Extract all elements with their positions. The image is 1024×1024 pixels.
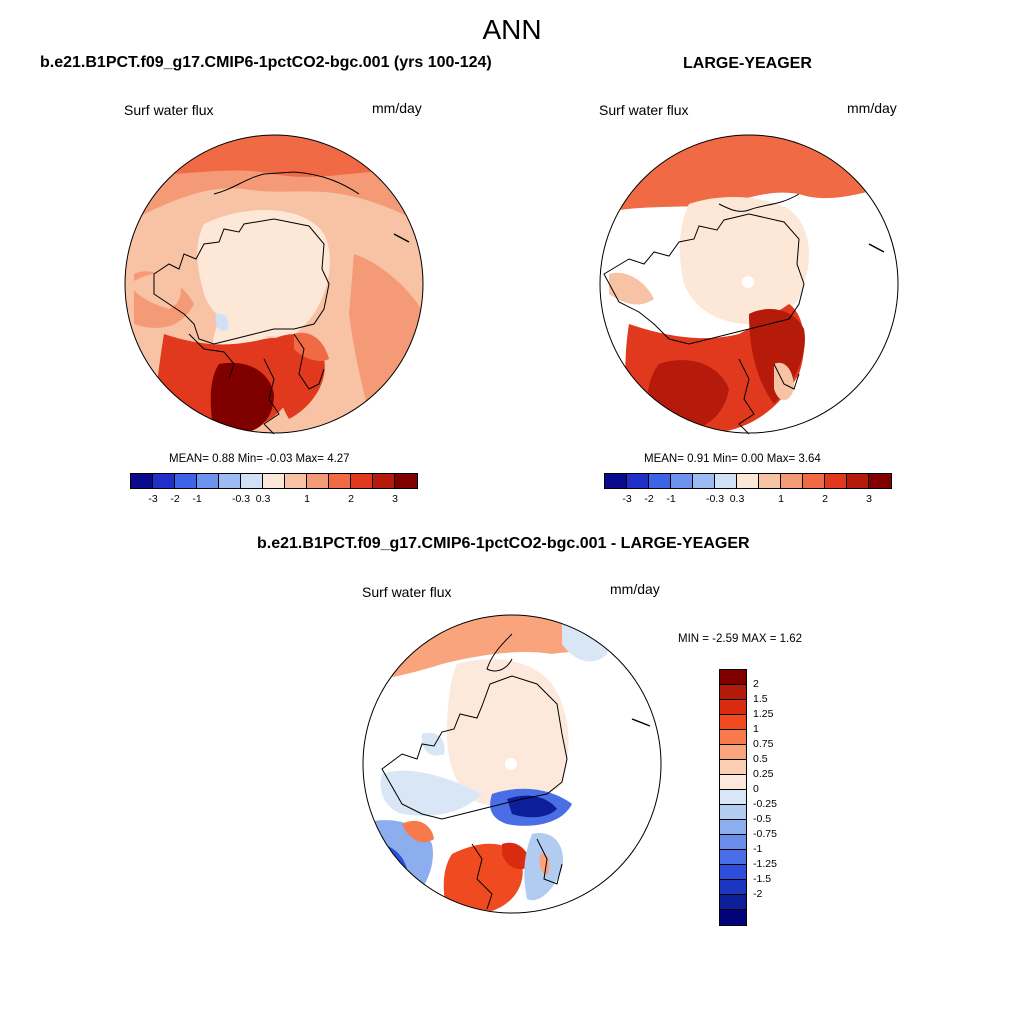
left-stats: MEAN= 0.88 Min= -0.03 Max= 4.27 [169, 453, 350, 465]
colorbar-tick-label: -0.25 [753, 798, 777, 810]
colorbar-swatch [869, 474, 891, 488]
colorbar-swatch [351, 474, 373, 488]
diff-colorbar [719, 669, 747, 926]
colorbar-swatch [759, 474, 781, 488]
diff-var-label: Surf water flux [362, 584, 452, 600]
colorbar-tick-label: -1 [192, 493, 202, 505]
colorbar-tick-label: -2 [644, 493, 654, 505]
colorbar-swatch [720, 910, 746, 925]
colorbar-swatch [720, 895, 746, 910]
right-polar-map [599, 134, 899, 435]
colorbar-tick-label: 1.5 [753, 693, 768, 705]
colorbar-swatch [720, 850, 746, 865]
colorbar-tick-label: -0.5 [753, 813, 772, 825]
diff-polar-map [362, 614, 662, 914]
colorbar-swatch [720, 760, 746, 775]
right-case-title: LARGE-YEAGER [683, 55, 812, 72]
colorbar-tick-label: -3 [622, 493, 632, 505]
left-colorbar [130, 473, 418, 489]
colorbar-swatch [720, 880, 746, 895]
colorbar-swatch [285, 474, 307, 488]
colorbar-swatch [720, 730, 746, 745]
colorbar-swatch [720, 700, 746, 715]
diff-stats: MIN = -2.59 MAX = 1.62 [678, 633, 803, 645]
colorbar-tick-label: 0.5 [753, 753, 768, 765]
colorbar-swatch [803, 474, 825, 488]
right-units: mm/day [847, 100, 897, 116]
colorbar-tick-label: 1 [778, 493, 784, 505]
colorbar-swatch [715, 474, 737, 488]
colorbar-swatch [153, 474, 175, 488]
colorbar-tick-label: -0.3 [705, 493, 725, 505]
colorbar-tick-label: -1.5 [753, 873, 772, 885]
colorbar-tick-label: 0.3 [729, 493, 745, 505]
colorbar-swatch [131, 474, 153, 488]
page-title: ANN [482, 14, 542, 45]
colorbar-swatch [627, 474, 649, 488]
colorbar-tick-label: 2 [348, 493, 354, 505]
colorbar-tick-label: 3 [392, 493, 398, 505]
colorbar-tick-label: -1 [666, 493, 676, 505]
colorbar-swatch [605, 474, 627, 488]
colorbar-tick-label: 2 [753, 678, 759, 690]
colorbar-tick-label: 0.3 [255, 493, 271, 505]
colorbar-swatch [781, 474, 803, 488]
colorbar-tick-label: -0.3 [231, 493, 251, 505]
colorbar-tick-label: 1 [753, 723, 759, 735]
colorbar-swatch [825, 474, 847, 488]
colorbar-swatch [307, 474, 329, 488]
colorbar-swatch [737, 474, 759, 488]
colorbar-swatch [847, 474, 869, 488]
diff-case-title: b.e21.B1PCT.f09_g17.CMIP6-1pctCO2-bgc.00… [257, 535, 750, 552]
colorbar-swatch [720, 670, 746, 685]
colorbar-swatch [649, 474, 671, 488]
colorbar-swatch [329, 474, 351, 488]
colorbar-tick-label: -2 [170, 493, 180, 505]
diff-units: mm/day [610, 581, 660, 597]
colorbar-swatch [720, 745, 746, 760]
right-stats: MEAN= 0.91 Min= 0.00 Max= 3.64 [644, 453, 821, 465]
colorbar-swatch [693, 474, 715, 488]
colorbar-tick-label: 0.25 [753, 768, 774, 780]
colorbar-swatch [263, 474, 285, 488]
colorbar-swatch [720, 835, 746, 850]
colorbar-tick-label: -2 [753, 888, 763, 900]
colorbar-swatch [720, 775, 746, 790]
colorbar-swatch [720, 820, 746, 835]
colorbar-swatch [720, 715, 746, 730]
left-var-label: Surf water flux [124, 102, 214, 118]
colorbar-tick-label: -3 [148, 493, 158, 505]
colorbar-tick-label: 3 [866, 493, 872, 505]
colorbar-swatch [219, 474, 241, 488]
colorbar-tick-label: 0 [753, 783, 759, 795]
colorbar-swatch [395, 474, 417, 488]
colorbar-tick-label: -1.25 [753, 858, 777, 870]
colorbar-swatch [671, 474, 693, 488]
left-case-title: b.e21.B1PCT.f09_g17.CMIP6-1pctCO2-bgc.00… [40, 54, 492, 71]
colorbar-swatch [175, 474, 197, 488]
colorbar-swatch [720, 805, 746, 820]
colorbar-swatch [197, 474, 219, 488]
left-units: mm/day [372, 100, 422, 116]
colorbar-swatch [373, 474, 395, 488]
right-colorbar [604, 473, 892, 489]
colorbar-tick-label: -0.75 [753, 828, 777, 840]
colorbar-tick-label: 1 [304, 493, 310, 505]
colorbar-swatch [720, 685, 746, 700]
left-polar-map [124, 134, 424, 435]
colorbar-tick-label: 0.75 [753, 738, 774, 750]
right-var-label: Surf water flux [599, 102, 689, 118]
colorbar-tick-label: 2 [822, 493, 828, 505]
colorbar-swatch [720, 790, 746, 805]
colorbar-tick-label: -1 [753, 843, 763, 855]
colorbar-swatch [241, 474, 263, 488]
colorbar-tick-label: 1.25 [753, 708, 774, 720]
colorbar-swatch [720, 865, 746, 880]
